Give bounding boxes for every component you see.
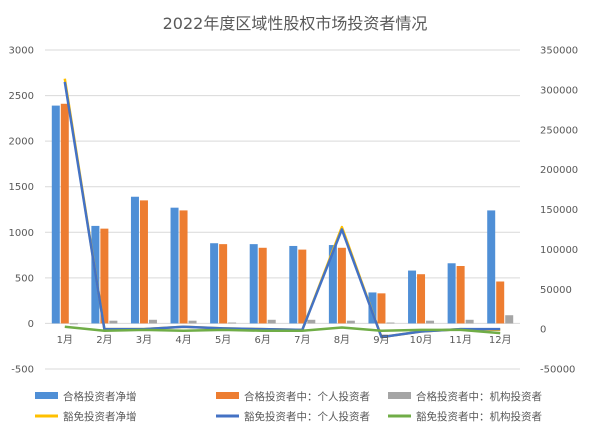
bar-合格投资者净增-11月 xyxy=(447,263,456,324)
bar-合格投资者中-机构投资者-10月 xyxy=(426,320,435,324)
y-right-tick-label: 100000 xyxy=(540,245,578,256)
x-tick-label: 2月 xyxy=(96,334,112,346)
x-tick-label: 3月 xyxy=(136,334,152,346)
bar-合格投资者中-个人投资者-2月 xyxy=(100,228,109,324)
bar-合格投资者中-机构投资者-9月 xyxy=(386,322,395,324)
bar-合格投资者中-机构投资者-8月 xyxy=(346,320,355,324)
y-right-tick-label: 150000 xyxy=(540,205,578,216)
y-left-tick-label: 1500 xyxy=(9,182,34,193)
bar-合格投资者净增-3月 xyxy=(130,196,139,324)
y-axis-right: -50000 0 50000 100000 150000 200000 250000 3000… xyxy=(540,46,578,376)
legend-label: 合格投资者中：个人投资者 xyxy=(244,390,370,403)
y-left-tick-label: 500 xyxy=(15,273,34,284)
bar-合格投资者中-机构投资者-11月 xyxy=(465,319,474,324)
x-tick-label: 8月 xyxy=(334,334,350,346)
y-right-tick-label: 0 xyxy=(540,325,546,336)
y-left-tick-label: 1000 xyxy=(9,228,34,239)
bar-合格投资者净增-8月 xyxy=(328,245,337,324)
bar-合格投资者中-机构投资者-3月 xyxy=(148,319,157,324)
legend-swatch xyxy=(388,392,411,399)
y-right-tick-label: -50000 xyxy=(540,365,575,376)
y-right-tick-label: 50000 xyxy=(540,285,572,296)
legend-swatch xyxy=(35,392,58,399)
y-left-tick-label: -500 xyxy=(11,365,34,376)
bar-合格投资者中-个人投资者-7月 xyxy=(298,249,307,324)
bar-合格投资者净增-6月 xyxy=(249,244,258,324)
y-left-tick-label: 2500 xyxy=(9,91,34,102)
chart-title: 2022年度区域性股权市场投资者情况 xyxy=(163,14,428,33)
bar-合格投资者中-机构投资者-4月 xyxy=(188,320,197,324)
x-tick-label: 12月 xyxy=(489,334,512,346)
y-left-tick-label: 2000 xyxy=(9,137,34,148)
y-right-tick-label: 250000 xyxy=(540,125,578,136)
bar-合格投资者中-机构投资者-12月 xyxy=(505,315,514,324)
bar-合格投资者中-个人投资者-8月 xyxy=(337,247,346,324)
bar-合格投资者中-机构投资者-5月 xyxy=(228,322,237,324)
y-right-tick-label: 350000 xyxy=(540,46,578,57)
bar-series-group xyxy=(51,103,514,325)
y-left-tick-label: 3000 xyxy=(9,46,34,57)
bar-合格投资者中-个人投资者-10月 xyxy=(417,274,426,324)
bar-合格投资者中-个人投资者-3月 xyxy=(139,200,148,324)
x-tick-label: 6月 xyxy=(255,334,271,346)
y-left-tick-label: 0 xyxy=(28,319,34,330)
bar-合格投资者净增-12月 xyxy=(487,210,496,324)
bar-合格投资者中-机构投资者-2月 xyxy=(109,320,118,324)
legend-label: 合格投资者净增 xyxy=(63,390,137,403)
legend-label: 豁免投资者中：机构投资者 xyxy=(416,410,542,423)
line-豁免投资者中-个人投资者 xyxy=(63,81,501,339)
bar-合格投资者中-机构投资者-1月 xyxy=(69,323,78,325)
x-tick-label: 11月 xyxy=(449,334,472,346)
x-tick-label: 5月 xyxy=(215,334,231,346)
x-tick-label: 7月 xyxy=(294,334,310,346)
bar-合格投资者中-机构投资者-6月 xyxy=(267,319,276,324)
bar-合格投资者净增-1月 xyxy=(51,105,60,324)
y-right-tick-label: 200000 xyxy=(540,165,578,176)
bar-合格投资者中-个人投资者-1月 xyxy=(60,103,69,324)
x-tick-label: 4月 xyxy=(175,334,191,346)
x-tick-label: 9月 xyxy=(373,334,389,346)
legend-swatch xyxy=(216,392,239,399)
bar-合格投资者净增-7月 xyxy=(289,245,298,324)
bar-合格投资者中-个人投资者-4月 xyxy=(179,210,188,324)
bar-合格投资者净增-9月 xyxy=(368,292,377,324)
bar-合格投资者中-个人投资者-5月 xyxy=(219,244,228,324)
line-series-group xyxy=(63,78,501,339)
y-axis-left: -500 0 500 1000 1500 2000 2500 3000 xyxy=(9,46,34,376)
bar-合格投资者中-个人投资者-11月 xyxy=(456,266,465,324)
bar-合格投资者中-个人投资者-9月 xyxy=(377,293,386,324)
gridlines xyxy=(45,49,520,370)
line-豁免投资者中-机构投资者 xyxy=(64,325,501,335)
legend-label: 合格投资者中：机构投资者 xyxy=(416,390,542,403)
bar-合格投资者中-个人投资者-12月 xyxy=(496,281,505,324)
y-right-tick-label: 300000 xyxy=(540,85,578,96)
x-tick-label: 1月 xyxy=(57,334,73,346)
legend-label: 豁免投资者中：个人投资者 xyxy=(244,410,370,423)
bar-合格投资者净增-4月 xyxy=(170,207,179,324)
line-豁免投资者净增 xyxy=(63,78,501,339)
legend-label: 豁免投资者净增 xyxy=(63,410,137,423)
bar-合格投资者中-机构投资者-7月 xyxy=(307,319,316,324)
x-axis: 1月 2月 3月 4月 5月 6月 7月 8月 9月 10月 11月 12月 xyxy=(57,334,512,346)
bar-合格投资者净增-5月 xyxy=(210,243,219,324)
x-tick-label: 10月 xyxy=(410,334,433,346)
bar-合格投资者净增-10月 xyxy=(408,270,417,324)
bar-合格投资者中-个人投资者-6月 xyxy=(258,247,267,324)
